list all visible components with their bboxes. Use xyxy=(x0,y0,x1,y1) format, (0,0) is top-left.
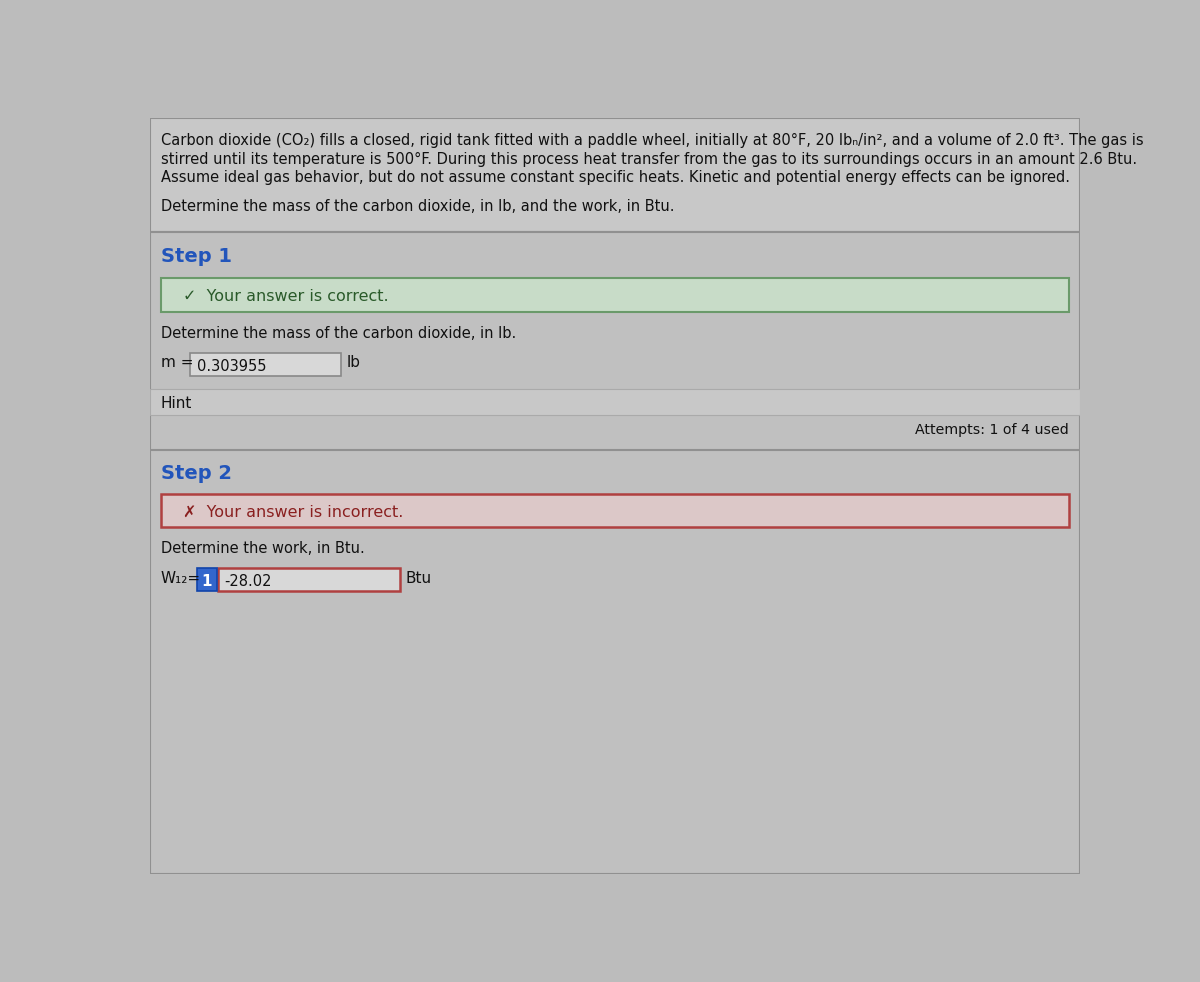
Text: Determine the mass of the carbon dioxide, in lb.: Determine the mass of the carbon dioxide… xyxy=(161,326,516,341)
Bar xyxy=(150,451,1080,874)
Bar xyxy=(150,449,1080,451)
Text: lb: lb xyxy=(347,355,361,370)
Text: Determine the mass of the carbon dioxide, in lb, and the work, in Btu.: Determine the mass of the carbon dioxide… xyxy=(161,198,674,214)
Text: Attempts: 1 of 4 used: Attempts: 1 of 4 used xyxy=(916,423,1069,437)
Bar xyxy=(161,494,1069,527)
Text: m =: m = xyxy=(161,355,193,370)
Text: Hint: Hint xyxy=(161,396,192,410)
Text: W₁₂=: W₁₂= xyxy=(161,571,200,585)
Bar xyxy=(218,569,401,591)
Bar xyxy=(150,118,1080,232)
Text: Assume ideal gas behavior, but do not assume constant specific heats. Kinetic an: Assume ideal gas behavior, but do not as… xyxy=(161,170,1070,186)
Text: Btu: Btu xyxy=(406,571,432,585)
Text: stirred until its temperature is 500°F. During this process heat transfer from t: stirred until its temperature is 500°F. … xyxy=(161,152,1136,167)
Bar xyxy=(191,353,342,376)
Text: Step 1: Step 1 xyxy=(161,247,232,266)
Text: ✗  Your answer is incorrect.: ✗ Your answer is incorrect. xyxy=(182,505,403,519)
Text: Carbon dioxide (CO₂) fills a closed, rigid tank fitted with a paddle wheel, init: Carbon dioxide (CO₂) fills a closed, rig… xyxy=(161,134,1144,148)
Bar xyxy=(150,389,1080,415)
Text: Step 2: Step 2 xyxy=(161,464,232,483)
Bar xyxy=(161,278,1069,312)
Text: Determine the work, in Btu.: Determine the work, in Btu. xyxy=(161,541,365,557)
Text: -28.02: -28.02 xyxy=(224,573,272,588)
Text: ✓  Your answer is correct.: ✓ Your answer is correct. xyxy=(182,289,388,303)
Bar xyxy=(150,232,1080,563)
Text: 1: 1 xyxy=(202,573,212,588)
Text: 0.303955: 0.303955 xyxy=(197,358,266,374)
Bar xyxy=(197,569,217,591)
